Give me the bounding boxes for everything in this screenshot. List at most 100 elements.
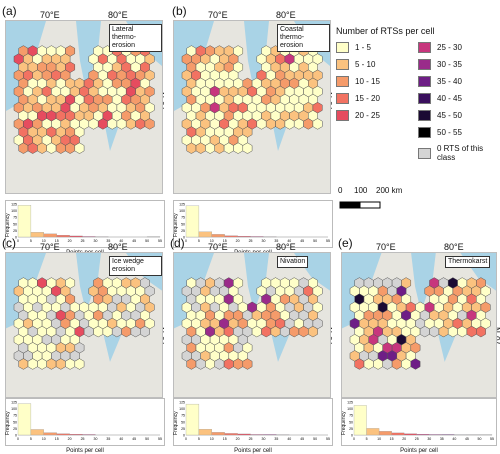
hist-xtick-label: 0 [17, 437, 19, 441]
hex-cell[interactable] [122, 326, 131, 337]
hex-cell[interactable] [266, 119, 275, 130]
hex-cell[interactable] [276, 119, 285, 130]
hist-xtick-label: 50 [478, 437, 482, 441]
hex-cell[interactable] [75, 143, 84, 154]
hex-cell[interactable] [103, 326, 112, 337]
hex-cell[interactable] [140, 326, 149, 337]
hex-cell[interactable] [196, 359, 205, 370]
hex-cell[interactable] [224, 359, 233, 370]
hex-cell[interactable] [299, 326, 308, 337]
panel-c-lon1: 70°E [40, 242, 60, 252]
hex-cell[interactable] [47, 359, 56, 370]
hist-bar [212, 234, 225, 237]
panel-a-map[interactable]: Lateral thermo-erosion [5, 20, 163, 194]
legend-item: 5 - 10 [336, 59, 375, 70]
hex-cell[interactable] [401, 359, 410, 370]
hist-xtick-label: 45 [300, 239, 304, 243]
hex-cell[interactable] [467, 326, 476, 337]
hex-cell[interactable] [136, 119, 145, 130]
hex-cell[interactable] [383, 359, 392, 370]
hist-xtick-label: 25 [81, 239, 85, 243]
panel-b-map[interactable]: Coastal thermo-erosion [173, 20, 331, 194]
hex-cell[interactable] [108, 119, 117, 130]
hex-cell[interactable] [28, 359, 37, 370]
hex-cell[interactable] [243, 143, 252, 154]
hex-cell[interactable] [373, 359, 382, 370]
hex-cell[interactable] [75, 359, 84, 370]
hist-xtick-label: 55 [158, 239, 162, 243]
hex-cell[interactable] [420, 326, 429, 337]
panel-a-lon2: 80°E [108, 10, 128, 20]
hex-cell[interactable] [271, 326, 280, 337]
hex-cell[interactable] [94, 326, 103, 337]
hex-cell[interactable] [290, 326, 299, 337]
hex-cell[interactable] [243, 359, 252, 370]
hist-ytick-label: 125 [347, 401, 353, 405]
panel-e-map[interactable]: Thermokarst [341, 252, 497, 398]
legend-item: 1 - 5 [336, 42, 371, 53]
hex-cell[interactable] [411, 359, 420, 370]
panel-d-map[interactable]: Nivation [173, 252, 331, 398]
hex-cell[interactable] [280, 326, 289, 337]
legend-label: 1 - 5 [355, 43, 371, 52]
hex-cell[interactable] [392, 359, 401, 370]
hex-cell[interactable] [28, 143, 37, 154]
hist-bar [83, 236, 96, 237]
hex-cell[interactable] [187, 359, 196, 370]
hist-xtick-label: 25 [81, 437, 85, 441]
hex-cell[interactable] [56, 359, 65, 370]
hex-cell[interactable] [205, 143, 214, 154]
hex-cell[interactable] [439, 326, 448, 337]
hex-cell[interactable] [19, 359, 28, 370]
hex-cell[interactable] [304, 119, 313, 130]
hex-cell[interactable] [131, 326, 140, 337]
hex-cell[interactable] [37, 359, 46, 370]
hex-cell[interactable] [89, 119, 98, 130]
hex-cell[interactable] [430, 326, 439, 337]
panel-c-map[interactable]: Ice wedge erosion [5, 252, 163, 398]
hex-cell[interactable] [112, 326, 121, 337]
hex-cell[interactable] [205, 359, 214, 370]
hex-cell[interactable] [187, 143, 196, 154]
legend-swatch [418, 76, 431, 87]
hex-cell[interactable] [65, 359, 74, 370]
hist-ytick-label: 50 [13, 420, 17, 424]
hex-cell[interactable] [145, 119, 154, 130]
hist-bar [263, 434, 276, 435]
hex-cell[interactable] [56, 143, 65, 154]
hex-cell[interactable] [98, 119, 107, 130]
hex-cell[interactable] [117, 119, 126, 130]
hex-cell[interactable] [458, 326, 467, 337]
hist-ytick-label: 100 [347, 407, 353, 411]
hex-cell[interactable] [47, 143, 56, 154]
hex-cell[interactable] [37, 143, 46, 154]
hex-cell[interactable] [308, 326, 317, 337]
hex-cell[interactable] [285, 119, 294, 130]
hex-cell[interactable] [448, 326, 457, 337]
legend-swatch [336, 110, 349, 121]
hex-cell[interactable] [355, 359, 364, 370]
hex-cell[interactable] [294, 119, 303, 130]
hex-cell[interactable] [233, 143, 242, 154]
hex-cell[interactable] [126, 119, 135, 130]
hex-cell[interactable] [476, 326, 485, 337]
hist-xtick-label: 20 [236, 437, 240, 441]
hex-cell[interactable] [215, 143, 224, 154]
hex-cell[interactable] [233, 359, 242, 370]
hex-cell[interactable] [313, 119, 322, 130]
hex-cell[interactable] [257, 119, 266, 130]
hist-xtick-label: 25 [249, 239, 253, 243]
hex-cell[interactable] [196, 143, 205, 154]
legend-item: 45 - 50 [418, 110, 462, 121]
hist-xtick-label: 20 [68, 239, 72, 243]
hex-cell[interactable] [364, 359, 373, 370]
hex-cell[interactable] [252, 326, 261, 337]
hex-cell[interactable] [19, 143, 28, 154]
hex-cell[interactable] [65, 143, 74, 154]
hex-cell[interactable] [224, 143, 233, 154]
hist-ytick-label: 125 [11, 203, 17, 207]
hex-cell[interactable] [262, 326, 271, 337]
hex-cell[interactable] [84, 326, 93, 337]
hex-cell[interactable] [215, 359, 224, 370]
